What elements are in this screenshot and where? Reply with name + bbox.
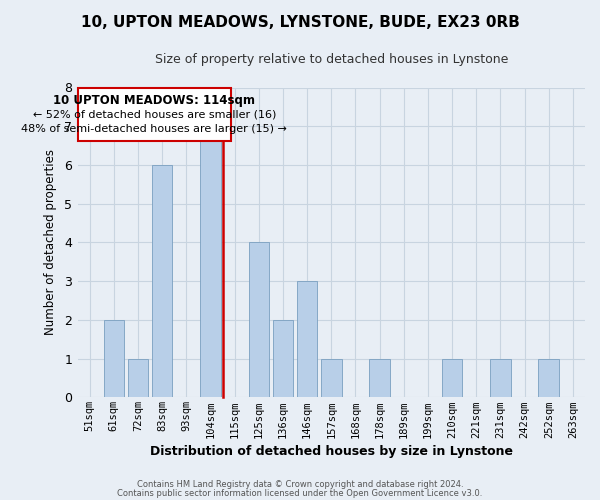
Bar	[273, 320, 293, 398]
Text: ← 52% of detached houses are smaller (16): ← 52% of detached houses are smaller (16…	[32, 109, 276, 119]
Text: 48% of semi-detached houses are larger (15) →: 48% of semi-detached houses are larger (…	[22, 124, 287, 134]
Text: 10 UPTON MEADOWS: 114sqm: 10 UPTON MEADOWS: 114sqm	[53, 94, 256, 108]
Bar	[248, 242, 269, 398]
Text: 10, UPTON MEADOWS, LYNSTONE, BUDE, EX23 0RB: 10, UPTON MEADOWS, LYNSTONE, BUDE, EX23 …	[80, 15, 520, 30]
X-axis label: Distribution of detached houses by size in Lynstone: Distribution of detached houses by size …	[150, 444, 513, 458]
Title: Size of property relative to detached houses in Lynstone: Size of property relative to detached ho…	[155, 52, 508, 66]
Bar	[104, 320, 124, 398]
Bar	[200, 126, 221, 398]
Bar	[321, 358, 341, 398]
Bar	[370, 358, 390, 398]
Y-axis label: Number of detached properties: Number of detached properties	[44, 150, 57, 336]
Bar	[128, 358, 148, 398]
Text: Contains public sector information licensed under the Open Government Licence v3: Contains public sector information licen…	[118, 488, 482, 498]
Bar	[490, 358, 511, 398]
Bar	[152, 165, 172, 398]
Bar	[538, 358, 559, 398]
Bar	[297, 281, 317, 398]
Bar	[442, 358, 463, 398]
Text: Contains HM Land Registry data © Crown copyright and database right 2024.: Contains HM Land Registry data © Crown c…	[137, 480, 463, 489]
FancyBboxPatch shape	[77, 88, 231, 141]
